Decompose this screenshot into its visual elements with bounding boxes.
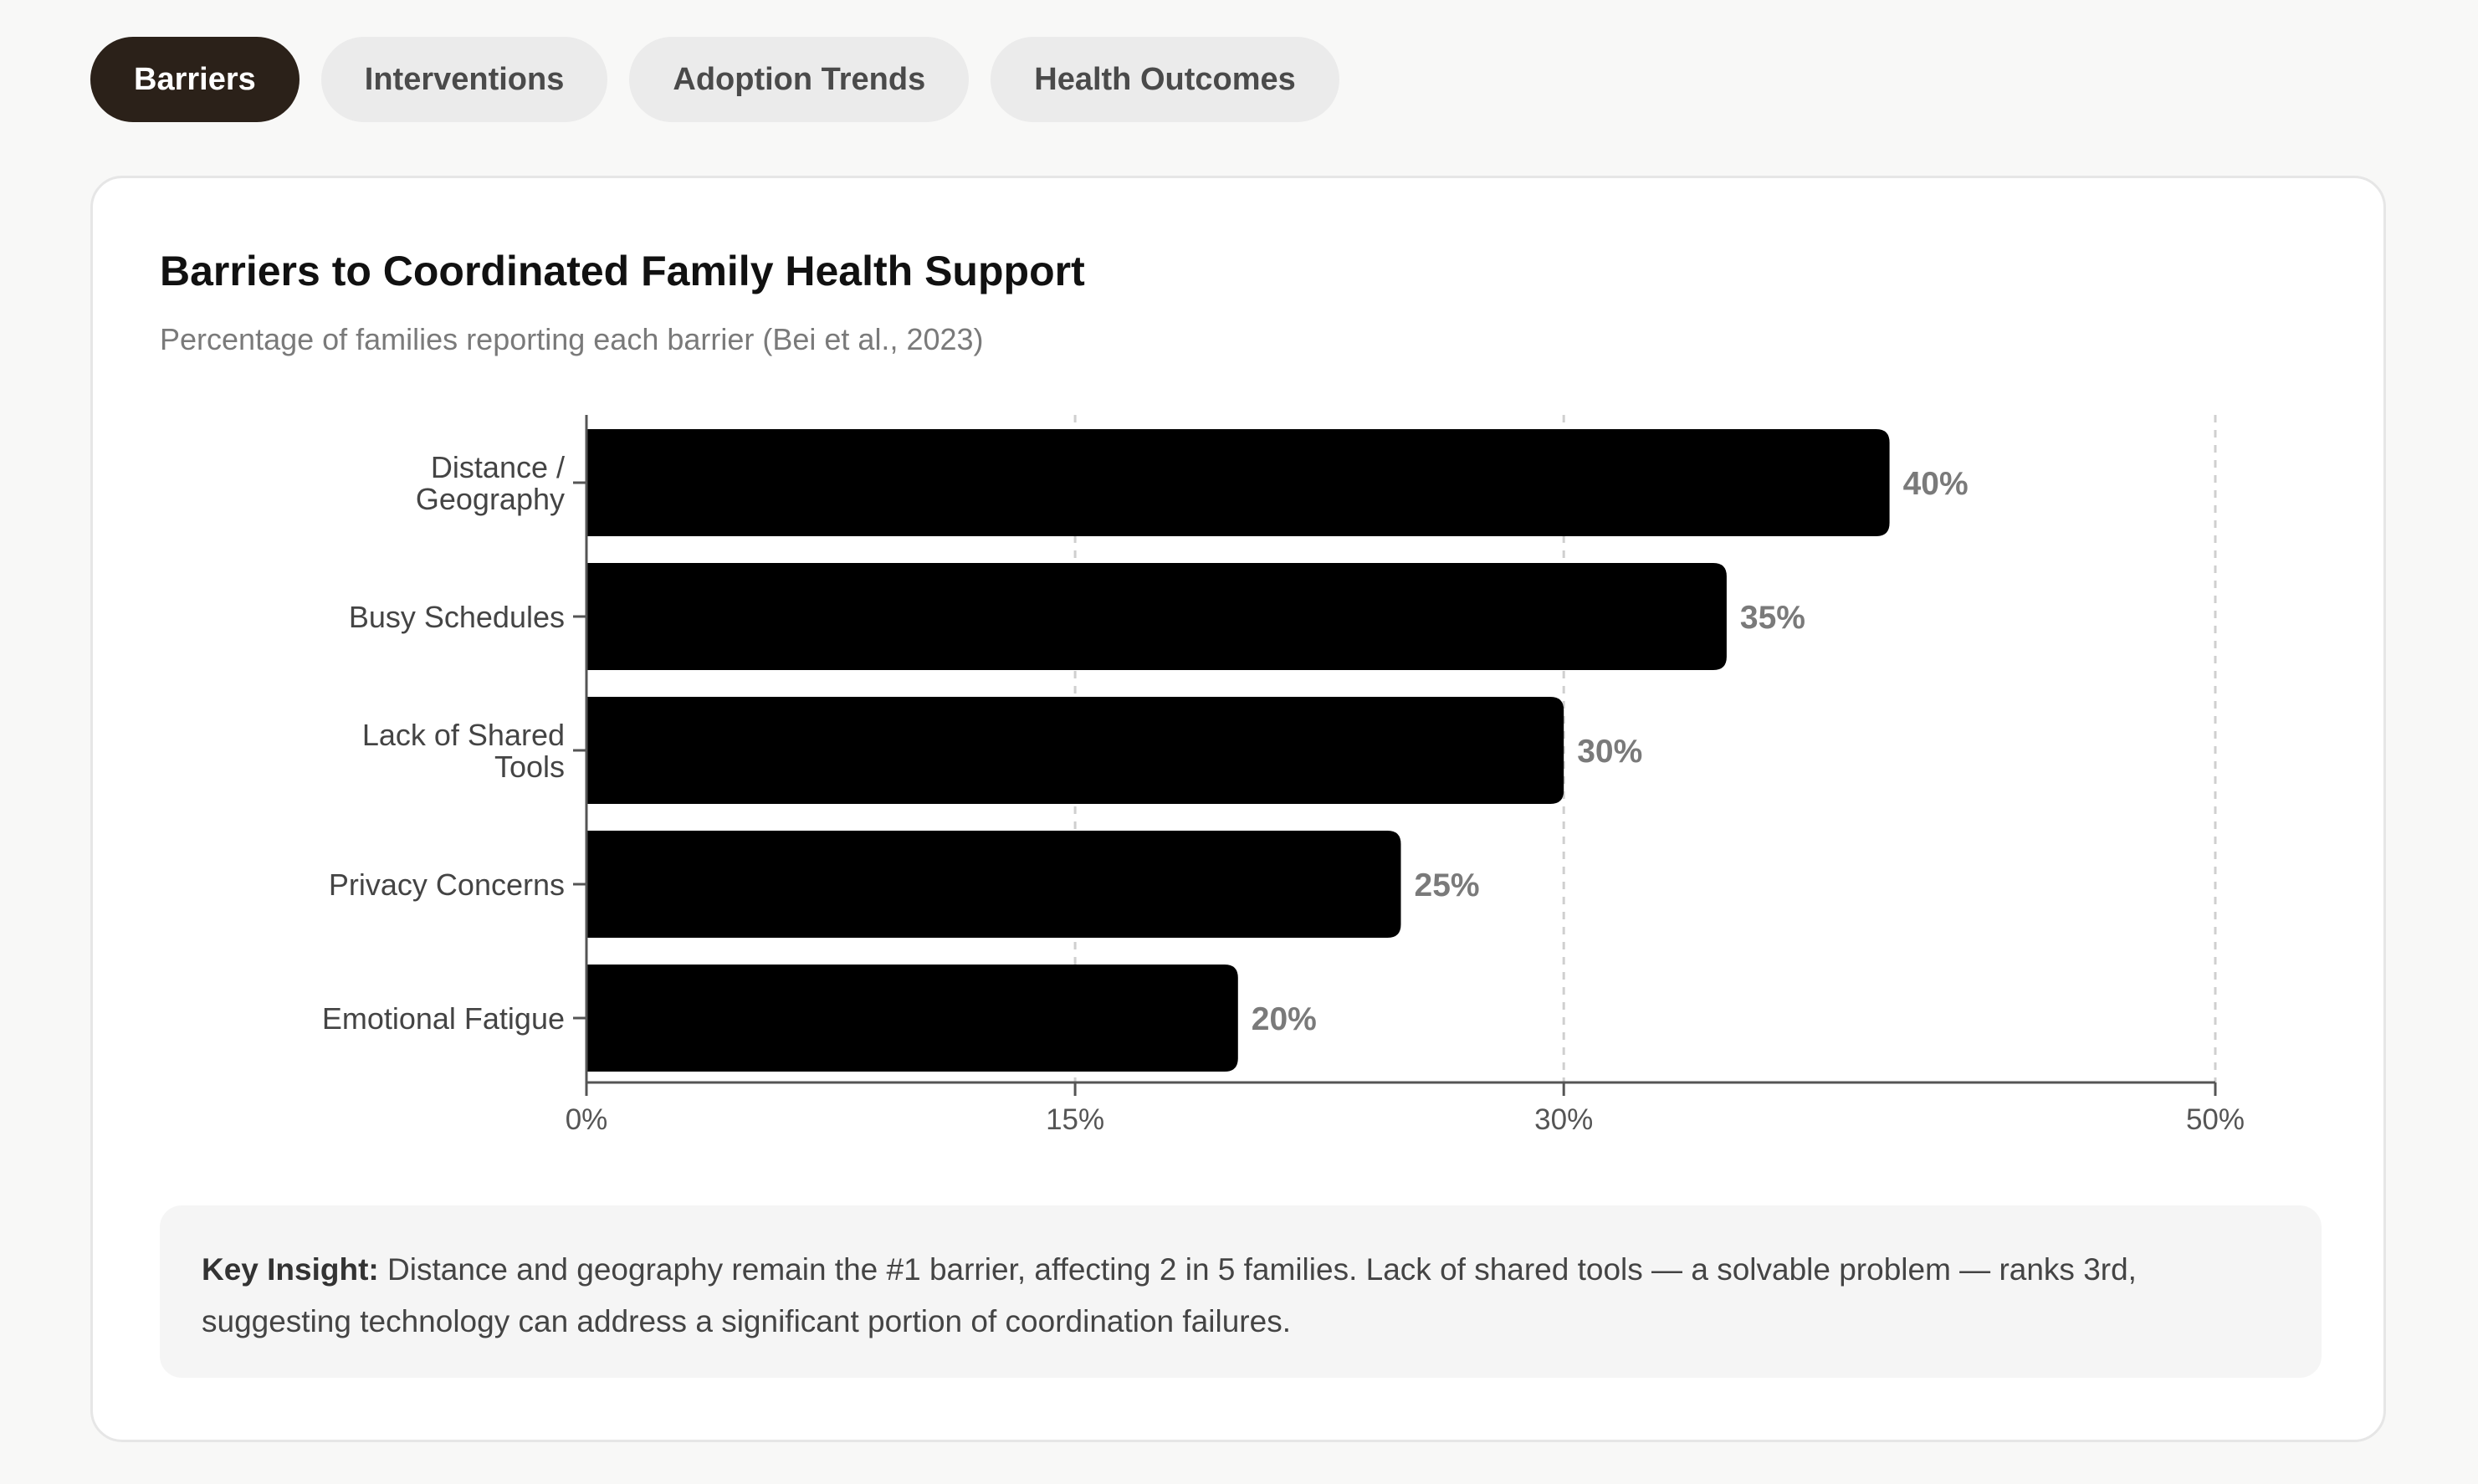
key-insight-text: Distance and geography remain the #1 bar… [202,1252,2137,1338]
bar-2 [586,697,1564,804]
category-label-1: Busy Schedules [349,600,565,634]
tab-interventions[interactable]: Interventions [320,37,608,122]
category-label-0: Distance / Geography [416,450,565,516]
xtick-label-0: 0% [566,1103,608,1136]
tab-barriers[interactable]: Barriers [90,37,300,122]
value-label-4: 20% [1252,1001,1317,1037]
key-insight-box: Key Insight: Distance and geography rema… [160,1205,2322,1378]
xtick-label-1: 15% [1046,1103,1104,1136]
bar-3 [586,831,1401,938]
value-label-0: 40% [1903,466,1969,502]
bar-chart: Distance / Geography 40% Busy Schedules 35% L… [322,415,2245,1136]
category-label-3: Privacy Concerns [329,867,565,902]
key-insight-label: Key Insight: [202,1252,379,1287]
chart-card: Barriers to Coordinated Family Health Su… [90,176,2386,1442]
xtick-label-2: 30% [1534,1103,1593,1136]
value-label-1: 35% [1740,600,1805,636]
tab-adoption-trends[interactable]: Adoption Trends [629,37,970,122]
value-label-3: 25% [1415,867,1480,903]
bar-1 [586,563,1727,670]
bar-0 [586,429,1890,536]
value-label-2: 30% [1577,734,1642,770]
chart-subtitle: Percentage of families reporting each ba… [160,322,984,356]
category-label-2: Lack of Shared Tools [362,718,565,784]
category-label-4: Emotional Fatigue [322,1001,565,1036]
bar-4 [586,965,1238,1072]
xtick-label-3: 50% [2186,1103,2245,1136]
tab-health-outcomes[interactable]: Health Outcomes [991,37,1339,122]
chart-title: Barriers to Coordinated Family Health Su… [160,248,1085,294]
tab-bar: Barriers Interventions Adoption Trends H… [90,37,1339,122]
